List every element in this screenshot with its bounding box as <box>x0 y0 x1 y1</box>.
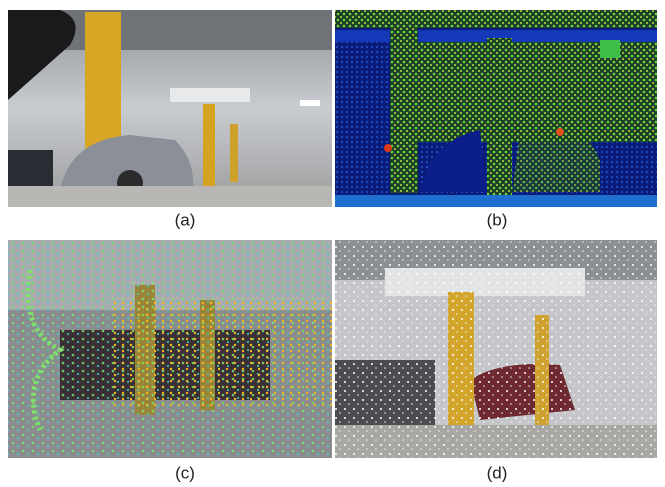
caption-d: (d) <box>487 463 508 482</box>
panel-a-image <box>8 10 332 207</box>
caption-c: (c) <box>175 463 195 482</box>
panel-b-image <box>335 10 657 207</box>
caption-b: (b) <box>487 210 508 229</box>
panel-c-image <box>8 240 332 458</box>
figure: (a) (b) (c) (d) <box>0 0 665 487</box>
caption-a: (a) <box>175 210 196 229</box>
panel-d-image <box>335 240 657 458</box>
